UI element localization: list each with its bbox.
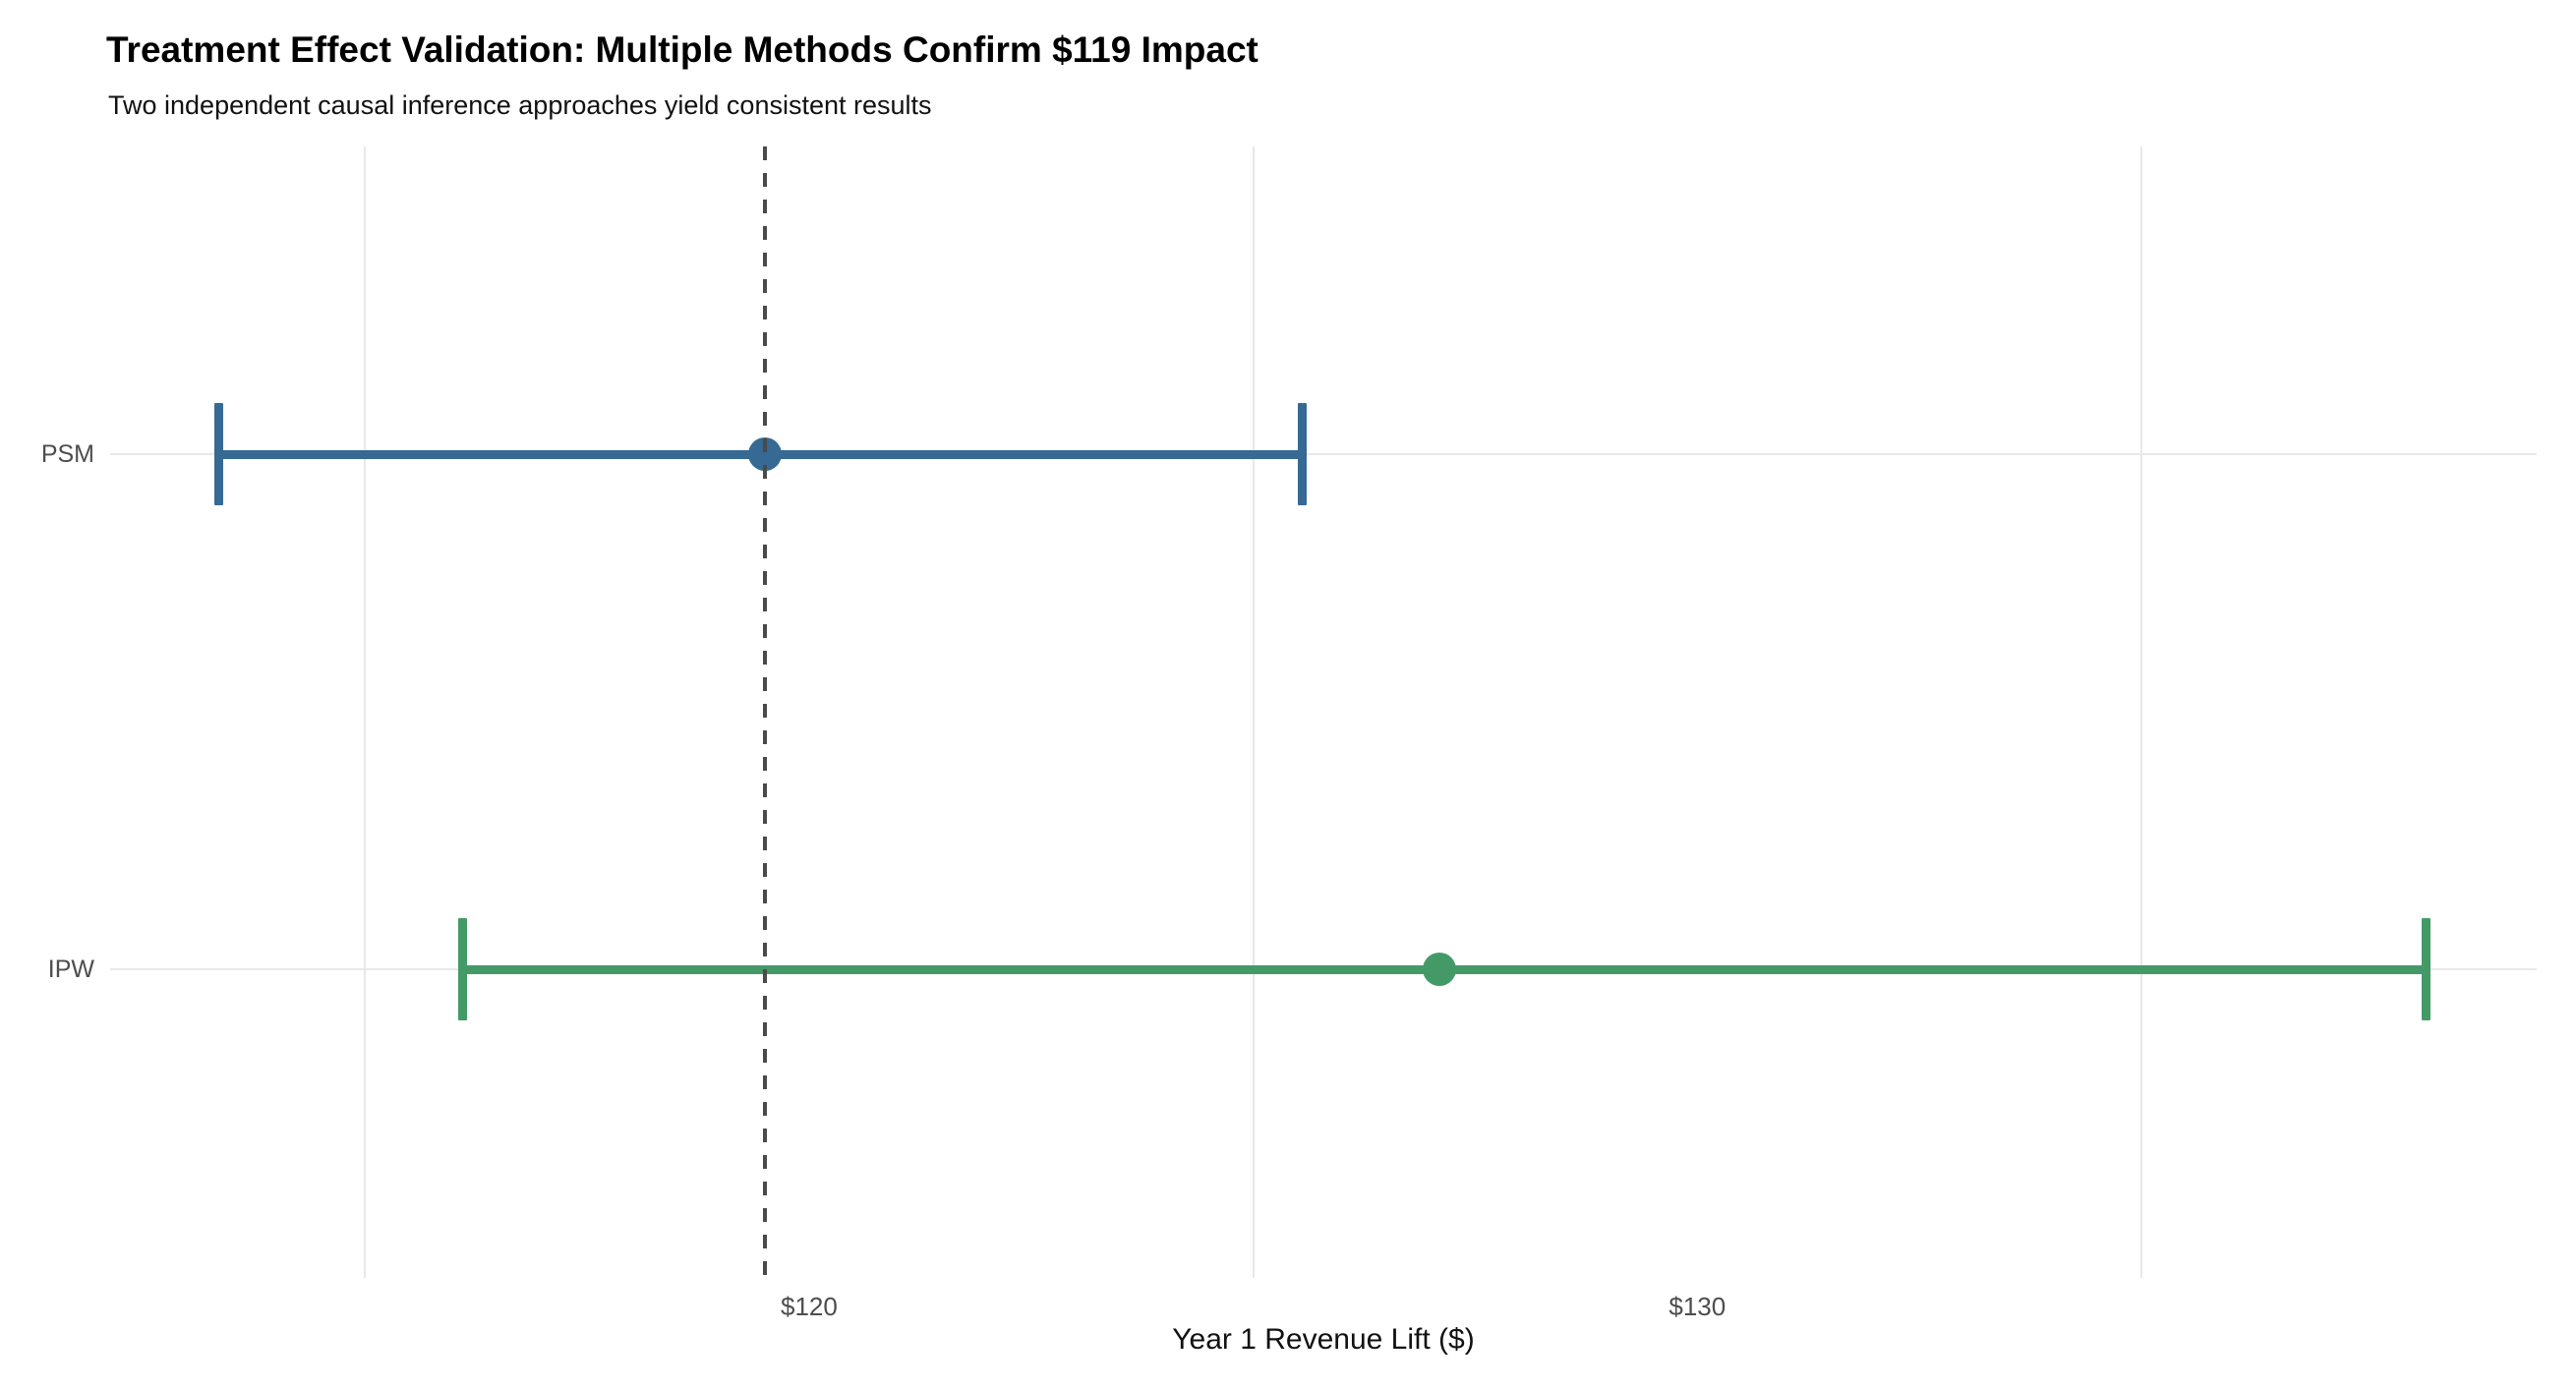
x-axis-title: Year 1 Revenue Lift ($)	[1172, 1323, 1475, 1356]
ipw-error-cap-high	[2421, 918, 2430, 1020]
x-tick-label: $120	[781, 1292, 838, 1321]
x-tick-label: $130	[1669, 1292, 1727, 1321]
plot-panel	[110, 146, 2537, 1283]
chart-title: Treatment Effect Validation: Multiple Me…	[106, 29, 1259, 70]
reference-line	[762, 146, 767, 1283]
ipw-estimate-point	[1423, 953, 1457, 986]
psm-error-cap-high	[1297, 403, 1307, 505]
vertical-gridline	[2140, 146, 2142, 1278]
chart-subtitle: Two independent causal inference approac…	[108, 90, 932, 120]
y-axis-label-ipw: IPW	[47, 956, 94, 983]
horizontal-gridline	[110, 453, 2537, 455]
vertical-gridline	[1252, 146, 1255, 1278]
y-axis-label-psm: PSM	[40, 440, 94, 468]
psm-error-cap-low	[213, 403, 223, 505]
vertical-gridline	[364, 146, 367, 1278]
ipw-error-cap-low	[458, 918, 468, 1020]
